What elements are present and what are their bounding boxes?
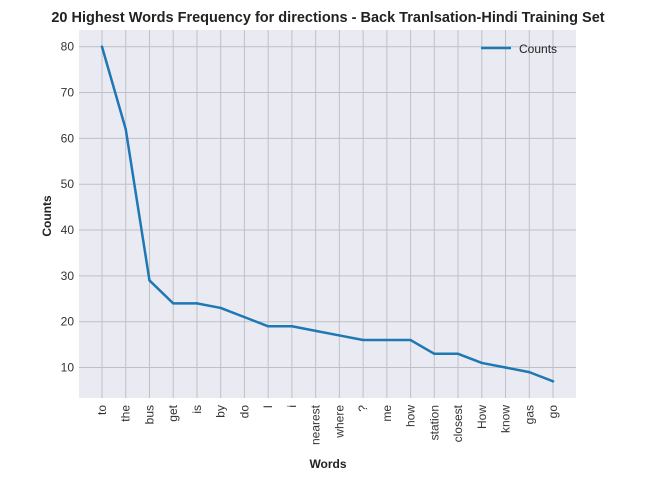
data-point bbox=[504, 366, 507, 369]
series-layer bbox=[100, 45, 555, 383]
y-tick-label: 30 bbox=[61, 269, 75, 283]
x-tick-label: know bbox=[499, 405, 513, 433]
legend-label-counts: Counts bbox=[519, 42, 557, 56]
data-point bbox=[480, 361, 483, 365]
x-tick-label: by bbox=[214, 405, 228, 418]
x-tick-label: where bbox=[332, 405, 346, 439]
x-tick-label: how bbox=[404, 405, 418, 427]
series-line-counts bbox=[100, 45, 555, 383]
y-tick-label: 50 bbox=[61, 177, 75, 191]
data-point bbox=[148, 279, 151, 282]
data-point bbox=[338, 334, 341, 337]
y-tick-label: 20 bbox=[61, 315, 75, 329]
y-tick-label: 60 bbox=[61, 131, 75, 145]
data-point bbox=[243, 315, 246, 319]
data-point bbox=[385, 338, 389, 342]
x-tick-label: gas bbox=[522, 405, 536, 424]
grid-lines bbox=[79, 30, 576, 398]
y-tick-label: 70 bbox=[61, 86, 75, 100]
data-point bbox=[528, 370, 531, 374]
chart-title: 20 Highest Words Frequency for direction… bbox=[51, 10, 604, 26]
x-tick-label: bus bbox=[142, 405, 156, 424]
data-point bbox=[456, 352, 460, 355]
x-tick-label: me bbox=[380, 405, 394, 422]
data-point bbox=[172, 302, 175, 305]
data-point bbox=[219, 306, 222, 310]
x-tick-label: ? bbox=[356, 405, 370, 412]
y-axis-label: Counts bbox=[40, 195, 54, 237]
x-tick-label: is bbox=[190, 405, 204, 414]
x-tick-label: closest bbox=[451, 404, 465, 442]
data-point bbox=[124, 128, 127, 131]
x-tick-label: i bbox=[285, 405, 299, 408]
data-point bbox=[195, 302, 199, 305]
data-point bbox=[314, 329, 317, 333]
x-tick-label: nearest bbox=[309, 404, 323, 445]
data-point bbox=[409, 338, 412, 342]
data-point bbox=[266, 325, 270, 328]
data-point bbox=[551, 380, 555, 383]
x-tick-label: get bbox=[166, 404, 180, 421]
data-point bbox=[100, 45, 104, 48]
data-point bbox=[361, 338, 365, 342]
x-tick-label: the bbox=[119, 405, 133, 422]
x-tick-label: How bbox=[475, 405, 489, 429]
x-tick-label: go bbox=[546, 405, 560, 419]
plot-area bbox=[79, 30, 576, 398]
y-tick-label: 40 bbox=[61, 223, 75, 237]
y-axis-ticks: 10 20 30 40 50 60 70 80 bbox=[61, 40, 75, 375]
y-tick-label: 80 bbox=[61, 40, 75, 54]
y-tick-label: 10 bbox=[61, 361, 75, 375]
x-tick-label: station bbox=[427, 405, 441, 440]
x-tick-label: I bbox=[261, 405, 275, 408]
data-point bbox=[433, 352, 436, 355]
x-tick-label: to bbox=[95, 405, 109, 415]
x-axis-label: Words bbox=[309, 457, 346, 471]
x-tick-label: do bbox=[237, 405, 251, 419]
data-point bbox=[290, 325, 294, 328]
legend: Counts bbox=[481, 42, 557, 56]
